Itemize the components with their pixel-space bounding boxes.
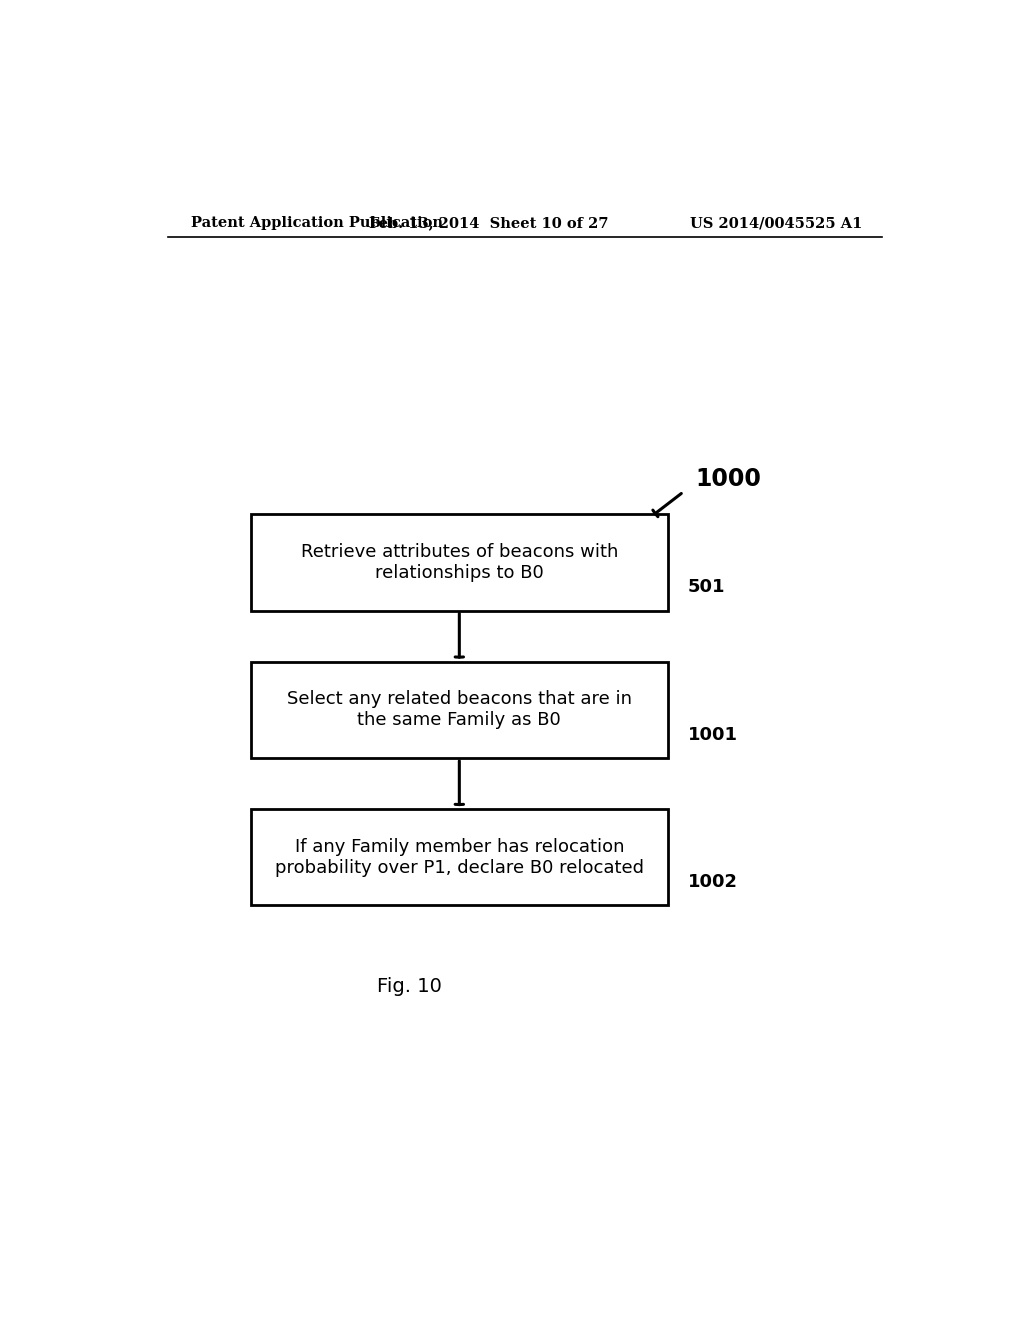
FancyBboxPatch shape [251,661,668,758]
Text: US 2014/0045525 A1: US 2014/0045525 A1 [690,216,862,231]
Text: 1002: 1002 [687,873,737,891]
Text: Select any related beacons that are in
the same Family as B0: Select any related beacons that are in t… [287,690,632,729]
Text: 1000: 1000 [695,466,761,491]
Text: If any Family member has relocation
probability over P1, declare B0 relocated: If any Family member has relocation prob… [274,838,644,876]
Text: Patent Application Publication: Patent Application Publication [191,216,443,231]
Text: Retrieve attributes of beacons with
relationships to B0: Retrieve attributes of beacons with rela… [301,543,618,582]
FancyBboxPatch shape [251,515,668,611]
Text: 1001: 1001 [687,726,737,743]
Text: Feb. 13, 2014  Sheet 10 of 27: Feb. 13, 2014 Sheet 10 of 27 [370,216,609,231]
Text: 501: 501 [687,578,725,597]
Text: Fig. 10: Fig. 10 [377,977,442,997]
FancyBboxPatch shape [251,809,668,906]
